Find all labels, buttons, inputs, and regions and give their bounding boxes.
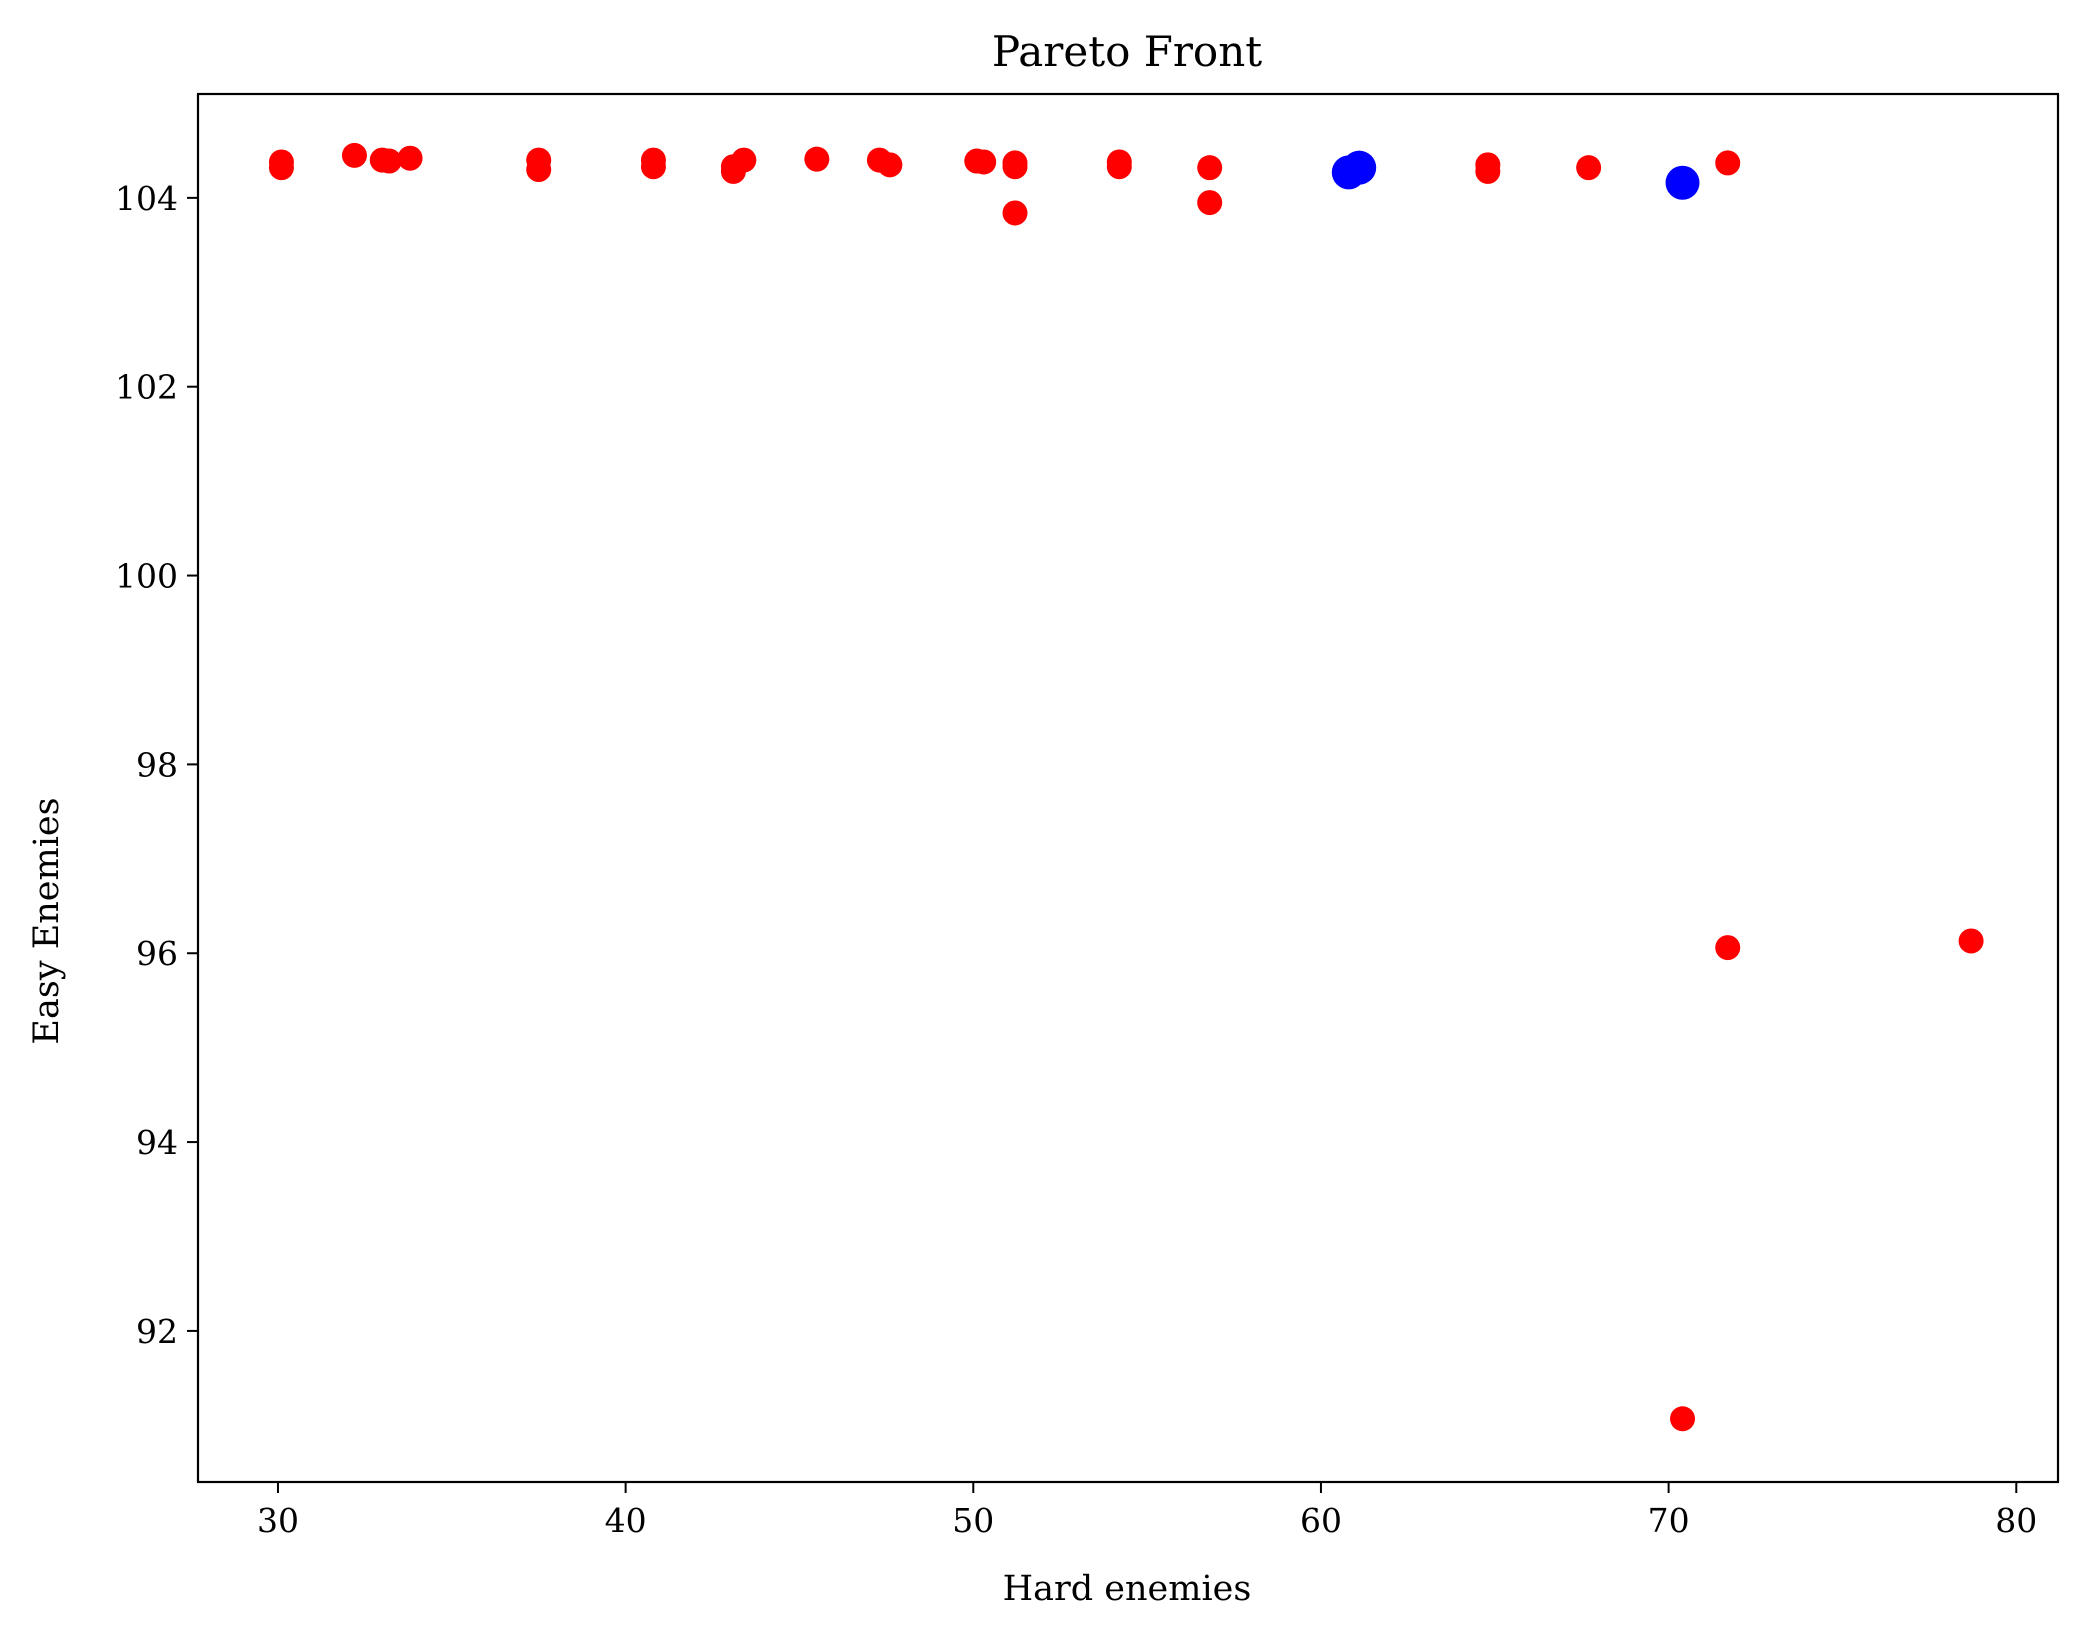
x-axis-label: Hard enemies <box>1003 1569 1252 1609</box>
scatter-series <box>268 142 1984 1432</box>
data-point <box>268 155 294 181</box>
data-point <box>526 157 552 183</box>
data-point <box>1002 154 1028 180</box>
data-point <box>731 147 757 173</box>
x-tick-label: 80 <box>1995 1501 2037 1540</box>
y-tick-label: 92 <box>136 1312 178 1351</box>
x-tick-label: 30 <box>257 1501 299 1540</box>
data-point <box>341 142 367 168</box>
x-tick-label: 70 <box>1648 1501 1690 1540</box>
data-point <box>971 149 997 175</box>
data-point <box>1715 150 1741 176</box>
y-tick-label: 100 <box>115 557 178 596</box>
plot-frame <box>196 92 2060 1484</box>
data-point <box>804 146 830 172</box>
data-point <box>1715 935 1741 961</box>
x-tick-label: 60 <box>1300 1501 1342 1540</box>
axis-ticks: 30 40 50 60 70 80 92 94 96 98 100 102 104 <box>115 179 2037 1540</box>
data-point <box>1576 155 1602 181</box>
plot-area <box>268 142 1984 1432</box>
data-point <box>877 152 903 178</box>
x-tick-label: 50 <box>952 1501 994 1540</box>
data-point <box>1197 155 1223 181</box>
data-point <box>1475 158 1501 184</box>
data-point <box>1002 200 1028 226</box>
data-point <box>1342 150 1377 185</box>
data-point <box>1197 190 1223 216</box>
x-tick-label: 40 <box>605 1501 647 1540</box>
y-tick-label: 94 <box>136 1123 178 1162</box>
data-point <box>1958 928 1984 954</box>
data-point <box>1670 1406 1696 1432</box>
y-tick-label: 98 <box>136 745 178 784</box>
data-point <box>640 154 666 180</box>
y-axis-label: Easy Enemies <box>27 797 67 1044</box>
y-tick-label: 96 <box>136 934 178 973</box>
chart-title: Pareto Front <box>992 27 1262 76</box>
data-point <box>1106 154 1132 180</box>
y-tick-label: 104 <box>115 179 178 218</box>
scatter-series <box>1331 150 1700 200</box>
y-tick-label: 102 <box>115 368 178 407</box>
data-point <box>397 145 423 171</box>
data-point <box>1665 165 1700 200</box>
data-point <box>376 148 402 174</box>
